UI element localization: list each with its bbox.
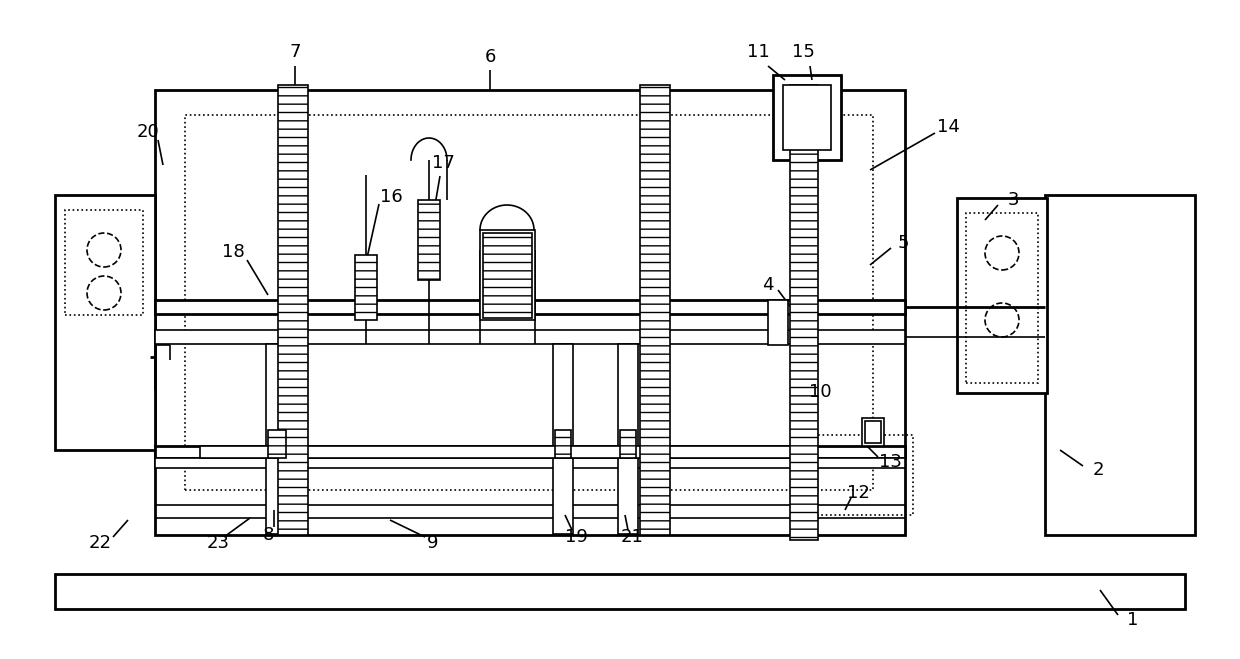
Bar <box>790 85 818 540</box>
Bar <box>480 230 534 320</box>
Bar <box>200 446 810 458</box>
Bar <box>155 446 905 458</box>
Bar <box>866 421 880 443</box>
Bar <box>484 233 532 318</box>
Text: 1: 1 <box>1127 611 1138 629</box>
Text: 14: 14 <box>936 118 960 136</box>
Bar <box>55 574 1185 609</box>
Bar <box>185 115 873 490</box>
Text: 2: 2 <box>1092 461 1104 479</box>
Text: 8: 8 <box>263 526 274 544</box>
Text: 9: 9 <box>428 534 439 552</box>
Bar <box>556 430 570 458</box>
Bar <box>620 430 636 458</box>
Bar <box>55 195 155 450</box>
Bar <box>355 255 377 320</box>
Bar <box>640 85 670 535</box>
Bar <box>64 210 143 315</box>
Text: 23: 23 <box>207 534 229 552</box>
Bar <box>418 200 440 280</box>
Bar <box>773 75 841 160</box>
Bar <box>553 344 573 534</box>
Bar <box>768 300 787 345</box>
Text: 4: 4 <box>763 276 774 294</box>
Bar <box>155 300 905 314</box>
Bar <box>155 90 905 535</box>
Text: 22: 22 <box>88 534 112 552</box>
Text: 6: 6 <box>485 48 496 66</box>
Text: 3: 3 <box>1007 191 1019 209</box>
Bar <box>267 344 286 534</box>
Text: 15: 15 <box>791 43 815 61</box>
Text: 7: 7 <box>289 43 301 61</box>
Text: 20: 20 <box>136 123 160 141</box>
Text: 18: 18 <box>222 243 244 261</box>
Text: 10: 10 <box>808 383 831 401</box>
Text: 17: 17 <box>432 154 454 172</box>
Text: 13: 13 <box>879 453 901 471</box>
Bar <box>966 213 1038 383</box>
Bar <box>782 85 831 150</box>
Text: 11: 11 <box>746 43 769 61</box>
Bar <box>1045 195 1195 535</box>
Bar <box>155 330 905 344</box>
Text: 19: 19 <box>564 528 588 546</box>
Bar <box>618 344 639 534</box>
Bar <box>278 85 308 535</box>
Text: 21: 21 <box>620 528 644 546</box>
Text: 5: 5 <box>898 234 909 252</box>
Bar <box>155 458 905 468</box>
Text: 12: 12 <box>847 484 869 502</box>
Text: 16: 16 <box>379 188 402 206</box>
Bar <box>808 435 913 515</box>
Bar <box>957 198 1047 393</box>
Bar <box>862 418 884 446</box>
Bar <box>268 430 286 458</box>
